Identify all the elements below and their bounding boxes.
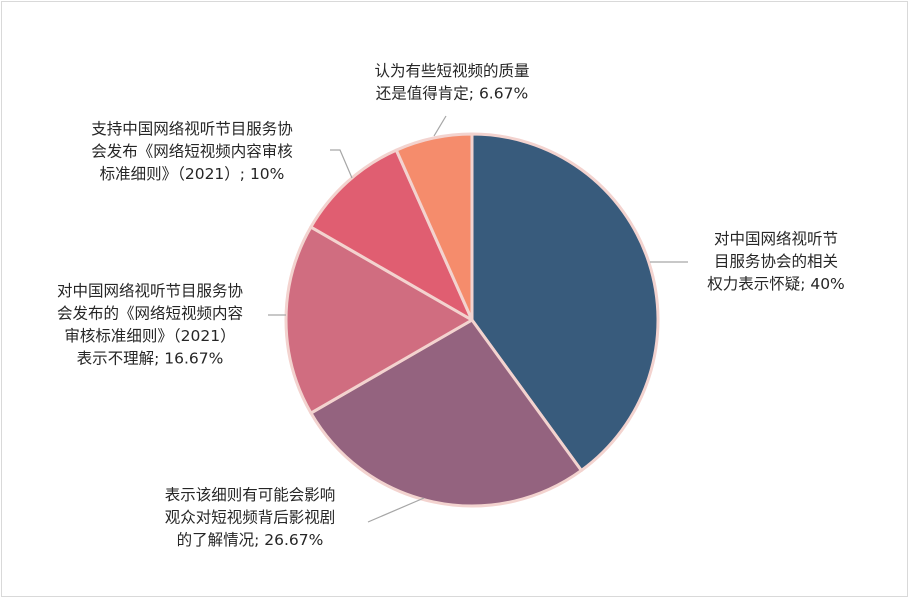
pie-slice-5 [394,132,474,322]
pie-slice-4 [309,148,474,322]
pie-slices [284,132,660,508]
leader-line-4 [330,149,353,179]
leader-line-2 [367,497,425,523]
data-label-line: 会发布《网络短视频内容审核 [91,142,293,160]
data-labels: 对中国网络视听节目服务协会的相关权力表示怀疑; 40% 表示该细则有可能会影响观众… [57,62,845,549]
data-label-3: 对中国网络视听节目服务协会发布的《网络短视频内容审核标准细则》（2021） 表示不… [57,282,244,367]
pie-slice-3 [284,225,474,415]
data-label-2: 表示该细则有可能会影响观众对短视频背后影视剧的了解情况; 26.67% [165,486,336,549]
data-label-line: 标准细则》（2021）; 10% [100,165,285,183]
data-label-1: 对中国网络视听节目服务协会的相关权力表示怀疑; 40% [707,230,845,293]
data-label-line: 对中国网络视听节 [714,230,838,248]
data-label-line: 支持中国网络视听节目服务协 [91,120,293,138]
data-label-5: 认为有些短视频的质量还是值得肯定; 6.67% [374,62,529,102]
data-label-line: 表示不理解; 16.67% [77,349,224,367]
data-label-line: 会发布的《网络短视频内容 [57,304,243,322]
data-label-line: 权力表示怀疑; 40% [707,275,845,293]
data-label-4: 支持中国网络视听节目服务协会发布《网络短视频内容审核标准细则》（2021）; 1… [91,120,293,183]
data-label-line: 还是值得肯定; 6.67% [376,84,528,102]
data-label-line: 观众对短视频背后影视剧 [165,508,336,526]
data-label-line: 表示该细则有可能会影响 [165,486,336,504]
leader-line-5 [433,115,447,137]
data-label-line: 目服务协会的相关 [714,252,838,270]
data-label-line: 对中国网络视听节目服务协 [57,282,244,300]
leader-lines [268,115,688,523]
pie-slice-1 [470,132,660,472]
pie-slice-2 [309,318,583,508]
data-label-line: 认为有些短视频的质量 [374,62,529,80]
data-label-line: 的了解情况; 26.67% [177,531,324,549]
data-label-line: 审核标准细则》（2021） [64,327,235,345]
